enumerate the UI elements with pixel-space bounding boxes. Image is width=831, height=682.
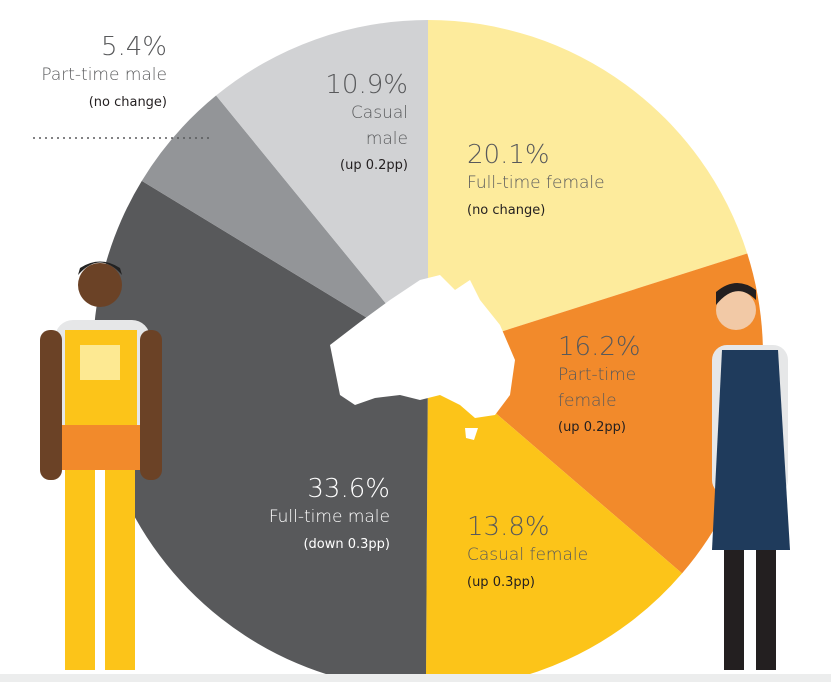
waiter-figure	[712, 282, 790, 670]
category-label: Casual female	[467, 545, 589, 566]
percent-label: 10.9%	[325, 70, 408, 100]
slice-label: 10.9% Casual male (up 0.2pp)	[318, 70, 408, 174]
percent-label: 13.8%	[467, 512, 550, 542]
change-label: (no change)	[88, 94, 167, 110]
slice-label: 5.4% Part-time male (no change)	[0, 32, 167, 111]
pie-slice	[216, 20, 428, 355]
floor	[0, 674, 831, 682]
slice-label: 16.2% Part-time female (up 0.2pp)	[558, 332, 658, 436]
pie-slice	[93, 180, 428, 682]
percent-label: 5.4%	[100, 32, 167, 62]
pie-slice	[428, 20, 748, 355]
category-label: Part-time male	[41, 65, 167, 86]
change-label: (up 0.2pp)	[340, 158, 408, 174]
change-label: (up 0.3pp)	[467, 574, 535, 590]
change-label: (down 0.3pp)	[303, 536, 390, 552]
worker-figure	[40, 261, 162, 670]
australia-map	[330, 275, 515, 440]
pie-slice	[428, 253, 763, 574]
slice-label: 33.6% Full-time male (down 0.3pp)	[190, 474, 390, 553]
slice-label: 13.8% Casual female (up 0.3pp)	[467, 512, 667, 591]
pie-slice	[141, 95, 428, 355]
percent-label: 16.2%	[558, 332, 641, 362]
category-label: Casual male	[350, 103, 408, 149]
percent-label: 20.1%	[467, 140, 550, 170]
pie-slice	[425, 355, 683, 682]
category-label: Part-time female	[558, 365, 637, 411]
category-label: Full-time male	[268, 507, 390, 528]
change-label: (no change)	[467, 202, 546, 218]
pie	[93, 20, 763, 682]
change-label: (up 0.2pp)	[558, 420, 626, 436]
category-label: Full-time female	[467, 173, 605, 194]
percent-label: 33.6%	[307, 474, 390, 504]
slice-label: 20.1% Full-time female (no change)	[467, 140, 727, 219]
